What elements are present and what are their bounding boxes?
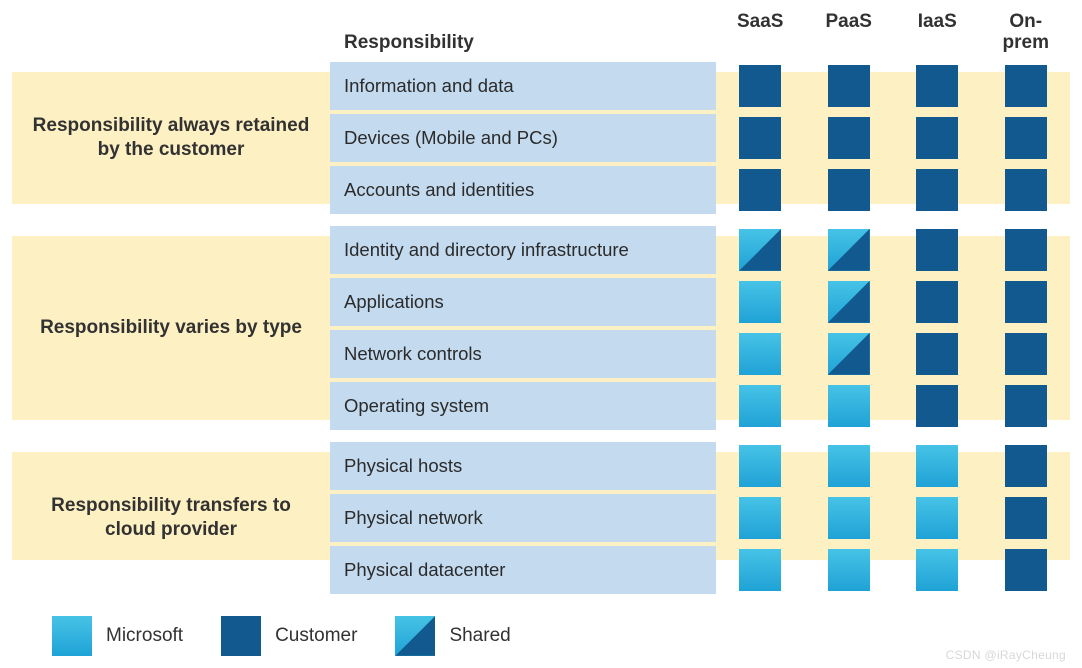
- matrix-cell: [828, 229, 870, 271]
- matrix-cell: [916, 117, 958, 159]
- matrix-cell: [1005, 445, 1047, 487]
- matrix-cell: [739, 65, 781, 107]
- legend-item: Microsoft: [52, 616, 183, 656]
- group-block: Responsibility transfers to cloud provid…: [12, 442, 1070, 594]
- matrix-cell: [739, 333, 781, 375]
- legend-label: Microsoft: [106, 625, 183, 647]
- matrix-cell: [828, 169, 870, 211]
- responsibility-label: Physical hosts: [330, 442, 716, 490]
- matrix-cell: [1005, 497, 1047, 539]
- matrix-cell: [739, 169, 781, 211]
- matrix-cell: [828, 445, 870, 487]
- responsibility-label: Devices (Mobile and PCs): [330, 114, 716, 162]
- matrix-cell: [916, 65, 958, 107]
- legend: Microsoft Customer Shared: [52, 616, 1070, 656]
- responsibility-label: Identity and directory infrastructure: [330, 226, 716, 274]
- legend-swatch: [221, 616, 261, 656]
- matrix-cell: [1005, 65, 1047, 107]
- matrix-cell: [1005, 117, 1047, 159]
- matrix-cell: [739, 497, 781, 539]
- column-header: PaaS: [805, 12, 894, 58]
- matrix-cell: [739, 549, 781, 591]
- responsibility-label: Physical network: [330, 494, 716, 542]
- responsibility-label: Physical datacenter: [330, 546, 716, 594]
- group-block: Responsibility always retained by the cu…: [12, 62, 1070, 214]
- responsibility-label: Accounts and identities: [330, 166, 716, 214]
- responsibility-label: Applications: [330, 278, 716, 326]
- group-block: Responsibility varies by typeIdentity an…: [12, 226, 1070, 430]
- matrix-cell: [916, 497, 958, 539]
- responsibility-label: Operating system: [330, 382, 716, 430]
- legend-label: Shared: [449, 625, 510, 647]
- matrix-cell: [739, 385, 781, 427]
- matrix-cell: [916, 169, 958, 211]
- matrix-cell: [739, 445, 781, 487]
- legend-swatch: [52, 616, 92, 656]
- matrix-cell: [828, 549, 870, 591]
- responsibility-label: Information and data: [330, 62, 716, 110]
- matrix-cell: [916, 385, 958, 427]
- legend-label: Customer: [275, 625, 357, 647]
- matrix-cell: [1005, 169, 1047, 211]
- group-label: Responsibility transfers to cloud provid…: [12, 442, 330, 594]
- group-label: Responsibility always retained by the cu…: [12, 62, 330, 214]
- matrix-cell: [916, 445, 958, 487]
- matrix-cell: [828, 333, 870, 375]
- matrix-cell: [916, 281, 958, 323]
- matrix-cell: [1005, 229, 1047, 271]
- column-header: IaaS: [893, 12, 982, 58]
- matrix-cell: [916, 229, 958, 271]
- matrix-cell: [739, 281, 781, 323]
- column-header: On-prem: [982, 12, 1071, 58]
- matrix-cell: [916, 549, 958, 591]
- header-row: Responsibility SaaSPaaSIaaSOn-prem: [12, 12, 1070, 58]
- responsibility-matrix: Responsibility SaaSPaaSIaaSOn-prem Respo…: [12, 12, 1070, 656]
- group-label: Responsibility varies by type: [12, 226, 330, 430]
- matrix-cell: [739, 117, 781, 159]
- column-header: SaaS: [716, 12, 805, 58]
- matrix-cell: [828, 117, 870, 159]
- responsibility-label: Network controls: [330, 330, 716, 378]
- matrix-cell: [828, 65, 870, 107]
- matrix-cell: [739, 229, 781, 271]
- watermark: CSDN @iRayCheung: [946, 648, 1066, 662]
- matrix-cell: [828, 281, 870, 323]
- column-headers: SaaSPaaSIaaSOn-prem: [716, 12, 1070, 58]
- matrix-cell: [1005, 333, 1047, 375]
- legend-item: Shared: [395, 616, 510, 656]
- matrix-cell: [828, 385, 870, 427]
- responsibility-header: Responsibility: [344, 32, 716, 58]
- matrix-cell: [1005, 549, 1047, 591]
- legend-swatch: [395, 616, 435, 656]
- matrix-cell: [828, 497, 870, 539]
- matrix-cell: [1005, 385, 1047, 427]
- legend-item: Customer: [221, 616, 357, 656]
- matrix-cell: [916, 333, 958, 375]
- matrix-cell: [1005, 281, 1047, 323]
